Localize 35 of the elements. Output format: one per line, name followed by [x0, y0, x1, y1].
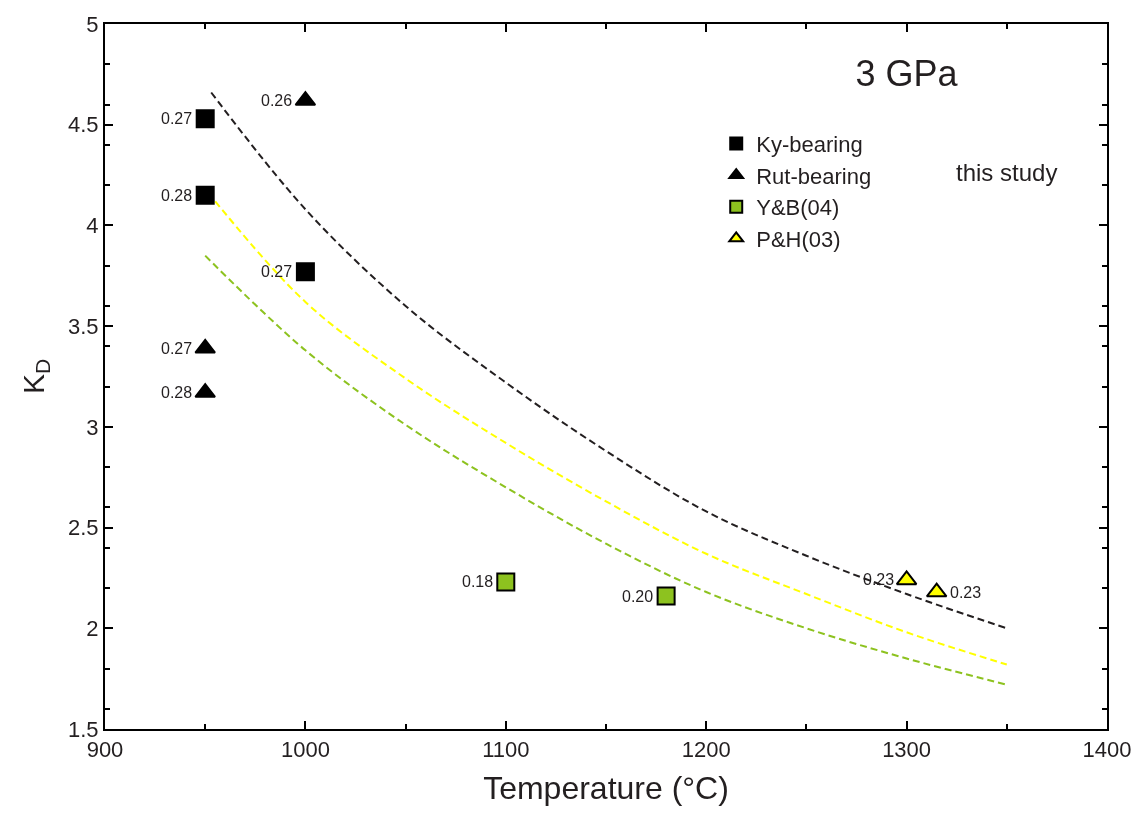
point — [195, 185, 215, 205]
point — [295, 262, 315, 282]
annotation: 0.27 — [161, 340, 193, 357]
annotation: 0.28 — [161, 384, 193, 401]
annotation: 0.27 — [261, 263, 293, 280]
point — [496, 572, 516, 592]
x-tick-label: 1400 — [1082, 737, 1132, 763]
point — [195, 109, 215, 129]
y-tick-label: 4 — [86, 213, 99, 239]
x-tick-label: 1100 — [482, 737, 530, 763]
y-tick-label: 3 — [86, 414, 99, 440]
annotation: 0.23 — [950, 584, 982, 601]
point — [656, 586, 676, 606]
annotation: 0.26 — [261, 92, 293, 109]
y-tick-label: 4.5 — [68, 112, 99, 138]
legend-label: Ky-bearing — [756, 132, 863, 158]
legend-label: Rut-bearing — [756, 163, 872, 189]
annotation: 0.28 — [161, 187, 193, 204]
annotation: 0.20 — [622, 588, 654, 605]
line-series — [204, 254, 1008, 686]
y-tick-label: 3.5 — [68, 313, 99, 339]
legend-label: P&H(03) — [756, 226, 841, 252]
x-tick-label: 1200 — [681, 737, 731, 763]
y-tick-label: 2.5 — [68, 515, 99, 541]
annotation: this study — [956, 159, 1058, 186]
y-tick-label: 5 — [86, 11, 99, 37]
annotation: 0.23 — [863, 571, 895, 588]
text: 3 GPa — [855, 52, 959, 94]
legend-label: Y&B(04) — [756, 195, 840, 221]
x-axis-title: Temperature (°C) — [483, 769, 729, 806]
y-tick-label: 2 — [86, 615, 99, 641]
x-tick-label: 1300 — [882, 737, 932, 763]
annotation: 0.27 — [161, 110, 193, 127]
annotation: 0.18 — [462, 573, 494, 590]
x-tick-label: 1000 — [280, 737, 330, 763]
